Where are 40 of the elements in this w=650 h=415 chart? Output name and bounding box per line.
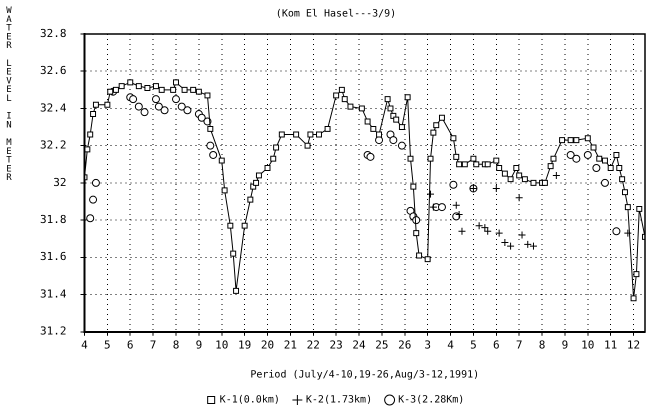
y-tick-label: 32.4 [40,101,67,114]
x-tick-label: 8 [538,338,546,352]
x-tick-label: 9 [196,338,202,352]
y-tick-label: 31.4 [40,287,67,300]
x-tick-label: 9 [562,338,568,352]
x-tick-label: 20 [260,338,274,352]
y-tick-label: 31.6 [40,250,66,264]
y-tick-label: 32.8 [40,26,66,40]
x-axis-title: Period (July/4-10,19-26,Aug/3-12,1991) [250,370,480,381]
x-tick-label: 4 [447,338,454,352]
x-tick-label: 12 [626,338,640,352]
legend-label: K-2(1.73km) [306,394,372,406]
x-tick-label: 7 [150,338,156,352]
x-tick-label: 23 [330,338,343,352]
x-tick-label: 6 [492,338,500,352]
y-tick-label: 32 [53,176,66,189]
x-tick-label: 5 [470,338,477,352]
legend-label: K-1(0.0km) [220,394,280,406]
x-tick-label: 21 [284,338,298,352]
x-tick-label: 4 [81,338,88,352]
x-tick-label: 10 [215,338,228,352]
x-tick-label: 25 [375,338,389,352]
x-tick-label: 19 [238,338,252,352]
x-tick-label: 3 [424,338,431,352]
y-axis-title: WATER LEVEL IN METER [4,6,14,182]
x-tick-label: 26 [398,338,412,352]
y-tick-label: 31.8 [40,212,66,226]
y-tick-label: 32.2 [40,138,66,152]
chart-title: (Kom El Hasel---3/9) [276,8,396,20]
y-tick-label: 32.6 [40,64,66,78]
x-tick-label: 6 [126,338,134,352]
legend-label: K-3(2.28Km) [398,394,464,406]
x-tick-label: 8 [172,338,180,352]
x-tick-label: 22 [306,338,320,352]
y-tick-label: 31.2 [40,324,66,338]
x-tick-label: 7 [516,338,522,352]
x-tick-label: 10 [581,338,594,352]
x-tick-label: 11 [604,338,618,352]
x-tick-label: 5 [104,338,111,352]
x-tick-label: 24 [352,338,366,352]
